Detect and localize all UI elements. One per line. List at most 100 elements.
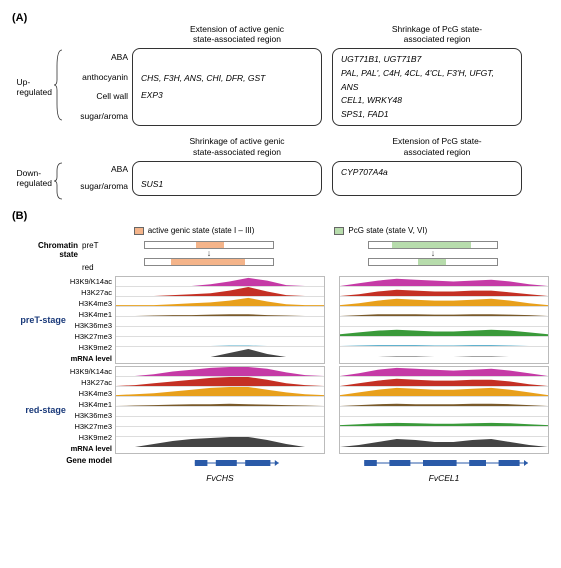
- down-label: Down- regulated: [12, 161, 54, 196]
- gene-list-line: CHS, F3H, ANS, CHI, DFR, GST: [141, 72, 313, 86]
- track-H3K27me3: [116, 417, 324, 427]
- header-down-left: Shrinkage of active genic state-associat…: [142, 136, 332, 156]
- track-label: H3K4me1: [70, 309, 112, 320]
- track-H3K4me1: [340, 397, 548, 407]
- gene-list-line: UGT71B1, UGT71B7: [341, 53, 513, 67]
- track-H3K4me3: [340, 387, 548, 397]
- chrom-col-right: ↓: [328, 241, 538, 266]
- up-label: Up- regulated: [12, 48, 54, 126]
- category-label: Cell wall: [64, 91, 128, 103]
- down-right-box: CYP707A4a: [332, 161, 522, 196]
- up-right-box: UGT71B1, UGT71B7PAL, PAL', C4H, 4CL, 4'C…: [332, 48, 522, 126]
- track-H3K27me3: [340, 417, 548, 427]
- tracks-right-pret: [339, 276, 549, 364]
- gene-list-line: [141, 107, 313, 119]
- panel-a-label: (A): [12, 12, 549, 24]
- legend-active-label: active genic state (state I – III): [148, 226, 255, 235]
- header-up-left: Extension of active genic state-associat…: [142, 24, 332, 44]
- sub-pret: preT: [82, 241, 104, 250]
- track-label: H3K4me3: [70, 388, 112, 399]
- category-label: ABA: [64, 52, 128, 64]
- track-H3K9_K14ac: [340, 277, 548, 287]
- track-H3K36me3: [340, 407, 548, 417]
- track-H3K27ac: [340, 287, 548, 297]
- track-label: H3K36me3: [70, 410, 112, 421]
- category-label: sugar/aroma: [64, 181, 128, 193]
- stage-red-label: red-stage: [12, 366, 70, 454]
- track-H3K9_K14ac: [340, 367, 548, 377]
- stage-pret-label: preT-stage: [12, 276, 70, 364]
- stage-pret-block: preT-stage H3K9/K14acH3K27acH3K4me3H3K4m…: [12, 276, 549, 364]
- category-label: anthocyanin: [64, 72, 128, 84]
- legend-pcg-label: PcG state (state V, VI): [348, 226, 427, 235]
- gene-list-line: PAL, PAL', C4H, 4CL, 4'CL, F3'H, UFGT, A…: [341, 67, 513, 94]
- arrow-down-icon: ↓: [207, 250, 212, 257]
- up-headers: Extension of active genic state-associat…: [142, 24, 549, 44]
- track-H3K4me3: [116, 297, 324, 307]
- track-label: H3K9/K14ac: [70, 366, 112, 377]
- chromatin-state-row: Chromatin state preT red ↓ ↓: [12, 241, 549, 272]
- down-categories: ABA sugar/aroma: [64, 161, 132, 196]
- gene-list-line: [341, 179, 513, 191]
- panel-b: (B) active genic state (state I – III) P…: [12, 210, 549, 483]
- track-H3K9_K14ac: [116, 277, 324, 287]
- tracks-right-red: [339, 366, 549, 454]
- track-H3K9me2: [340, 427, 548, 437]
- track-H3K4me1: [116, 397, 324, 407]
- panel-a: (A) Extension of active genic state-asso…: [12, 12, 549, 196]
- legend-active: active genic state (state I – III): [134, 226, 255, 235]
- gene-model-row: Gene model FvCHS FvCEL1: [12, 456, 549, 483]
- track-label: H3K4me3: [70, 298, 112, 309]
- gene-model-label: Gene model: [12, 456, 115, 483]
- tracks-left-pret: [115, 276, 325, 364]
- track-label: H3K27ac: [70, 377, 112, 388]
- gene-list-line: [141, 56, 313, 68]
- track-H3K4me3: [340, 297, 548, 307]
- track-H3K9me2: [340, 337, 548, 347]
- track-label: H3K9/K14ac: [70, 276, 112, 287]
- gene-list-line: CEL1, WRKY48: [341, 94, 513, 108]
- down-regulated-row: Down- regulated ABA sugar/aroma SUS1 CYP7…: [12, 161, 549, 196]
- up-left-box: CHS, F3H, ANS, CHI, DFR, GST EXP3: [132, 48, 322, 126]
- gene-right-name: FvCEL1: [339, 473, 549, 483]
- track-H3K4me1: [340, 307, 548, 317]
- track-label: mRNA level: [70, 443, 112, 454]
- stage-red-block: red-stage H3K9/K14acH3K27acH3K4me3H3K4me…: [12, 366, 549, 454]
- track-label: H3K9me2: [70, 432, 112, 443]
- track-mRNA: [340, 437, 548, 447]
- header-down-right: Extension of PcG state- associated regio…: [342, 136, 532, 156]
- gene-list-line: SUS1: [141, 178, 313, 192]
- sub-red: red: [82, 263, 104, 272]
- track-H3K9me2: [116, 337, 324, 347]
- gene-list-line: [141, 166, 313, 178]
- chrom-col-left: ↓: [104, 241, 314, 266]
- track-label: H3K27me3: [70, 331, 112, 342]
- category-label: ABA: [64, 164, 128, 176]
- track-H3K36me3: [116, 317, 324, 327]
- track-label: H3K27ac: [70, 287, 112, 298]
- gene-list-line: CYP707A4a: [341, 166, 513, 180]
- gene-model-left: FvCHS: [115, 456, 325, 483]
- down-headers: Shrinkage of active genic state-associat…: [142, 136, 549, 156]
- track-H3K4me1: [116, 307, 324, 317]
- track-H3K36me3: [340, 317, 548, 327]
- track-H3K4me3: [116, 387, 324, 397]
- category-label: sugar/aroma: [64, 111, 128, 123]
- track-mRNA: [116, 437, 324, 447]
- track-label: H3K4me1: [70, 399, 112, 410]
- track-H3K27me3: [116, 327, 324, 337]
- track-H3K36me3: [116, 407, 324, 417]
- gene-list-line: EXP3: [141, 89, 313, 103]
- gene-left-name: FvCHS: [115, 473, 325, 483]
- up-regulated-row: Up- regulated ABA anthocyanin Cell wall sug…: [12, 48, 549, 126]
- panel-b-label: (B): [12, 210, 549, 222]
- track-H3K9_K14ac: [116, 367, 324, 377]
- arrow-down-icon: ↓: [431, 250, 436, 257]
- track-H3K27ac: [340, 377, 548, 387]
- down-left-box: SUS1: [132, 161, 322, 196]
- up-categories: ABA anthocyanin Cell wall sugar/aroma: [64, 48, 132, 126]
- track-label: mRNA level: [70, 353, 112, 364]
- track-H3K27ac: [116, 287, 324, 297]
- header-up-right: Shrinkage of PcG state- associated regio…: [342, 24, 532, 44]
- gene-model-right: FvCEL1: [339, 456, 549, 483]
